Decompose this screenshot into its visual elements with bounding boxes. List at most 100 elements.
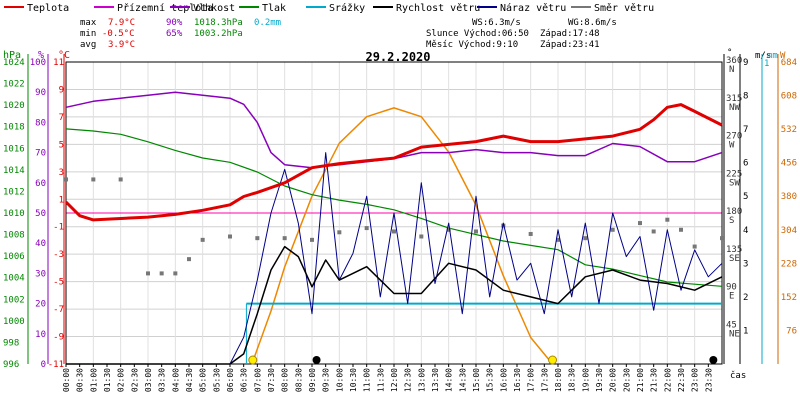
wind-direction-point — [651, 229, 656, 234]
humidity-tick-label: 70 — [35, 149, 46, 159]
wind-direction-point — [282, 236, 287, 241]
wind-direction-point — [679, 227, 683, 232]
rain-axis-top: 1 — [764, 59, 769, 69]
humidity-tick-label: 10 — [35, 330, 46, 340]
time-axis-label: čas — [730, 370, 746, 381]
humidity-tick-label: 100 — [30, 58, 46, 68]
pressure-tick-label: 1014 — [3, 166, 25, 176]
wind-direction-point — [638, 221, 642, 226]
wind-direction-point — [474, 229, 478, 234]
wind-direction-point — [200, 237, 205, 242]
direction-tick-label: 270 — [726, 132, 742, 142]
wind-direction-point — [173, 271, 178, 276]
temperature-tick-label: 1 — [59, 195, 64, 205]
humidity-tick-label: 60 — [35, 179, 46, 189]
solar-tick-label: 608 — [781, 92, 797, 102]
x-tick-label: 07:00 — [253, 368, 262, 392]
direction-compass-label: NW — [729, 103, 740, 113]
legend-naraz-vetru: Náraz větru — [500, 2, 566, 14]
temperature-tick-label: 3 — [59, 168, 64, 178]
pressure-tick-label: 1004 — [3, 274, 25, 284]
direction-tick-label: 45 — [726, 320, 737, 330]
solar-tick-label: 76 — [786, 326, 797, 336]
wind-gust-line — [66, 152, 723, 365]
stats-min-press: 1003.2hPa — [194, 29, 243, 39]
x-tick-label: 04:30 — [185, 368, 194, 392]
x-tick-label: 07:30 — [267, 368, 276, 392]
x-tick-label: 05:00 — [199, 368, 208, 392]
x-tick-label: 00:00 — [62, 368, 71, 392]
x-tick-label: 17:00 — [527, 368, 536, 392]
stats-max-label: max — [80, 18, 97, 28]
wind-tick-label: 5 — [743, 192, 748, 202]
x-tick-label: 10:30 — [349, 368, 358, 392]
wind-tick-label: 1 — [743, 326, 748, 336]
x-tick-label: 14:00 — [445, 368, 454, 392]
x-tick-label: 20:00 — [609, 368, 618, 392]
wind-direction-point — [255, 236, 260, 241]
wind-direction-point — [310, 237, 314, 242]
x-tick-label: 06:30 — [240, 368, 249, 392]
x-tick-label: 15:30 — [486, 368, 495, 392]
solar-tick-label: 380 — [781, 192, 797, 202]
temperature-tick-label: -11 — [48, 360, 64, 370]
stats-min-temp: -0.5°C — [102, 29, 135, 39]
x-tick-label: 03:30 — [158, 368, 167, 392]
wind-direction-point — [146, 271, 150, 276]
x-tick-label: 09:30 — [322, 368, 331, 392]
legend-prizemni-teplota: Přízemní teplota — [117, 2, 213, 14]
legend-rychlost-vetru: Rychlost větru — [396, 2, 480, 14]
wind-direction-point — [228, 234, 232, 239]
solar-tick-label: 684 — [781, 58, 797, 68]
wind-direction-point — [364, 226, 369, 231]
humidity-tick-label: 80 — [35, 118, 46, 128]
pressure-tick-label: 1022 — [3, 80, 25, 90]
wind-direction-point — [610, 227, 615, 232]
solar-tick-label: 304 — [781, 226, 797, 236]
x-tick-label: 18:30 — [568, 368, 577, 392]
x-tick-label: 19:00 — [581, 368, 590, 392]
solar-tick-label: 456 — [781, 159, 797, 169]
x-tick-label: 22:30 — [677, 368, 686, 392]
legend-smer-vetru: Směr větru — [594, 2, 654, 14]
direction-tick-label: 360 — [726, 56, 742, 66]
wind-tick-label: 9 — [743, 58, 748, 68]
x-tick-label: 09:00 — [308, 368, 317, 392]
solar-tick-label: 228 — [781, 259, 797, 269]
stats-block: max 7.9°C 90% 1018.3hPa 0.2mm min -0.5°C… — [80, 18, 617, 50]
direction-axis-unit: ° — [727, 48, 732, 58]
pressure-tick-label: 1012 — [3, 187, 25, 197]
humidity-axis-unit: % — [38, 50, 44, 61]
stats-min-hum: 65% — [166, 29, 183, 39]
direction-compass-label: NE — [729, 329, 740, 339]
wind-speed-line — [66, 245, 723, 365]
pressure-tick-label: 1000 — [3, 317, 25, 327]
pressure-tick-label: 996 — [3, 360, 19, 370]
x-tick-label: 14:30 — [458, 368, 467, 392]
stats-max-press: 1018.3hPa — [194, 18, 243, 28]
direction-compass-label: N — [729, 65, 734, 75]
x-tick-label: 04:00 — [171, 368, 180, 392]
x-tick-label: 18:00 — [554, 368, 563, 392]
wind-direction-point — [556, 237, 560, 242]
wind-direction-point — [665, 217, 670, 222]
x-tick-label: 06:00 — [226, 368, 235, 392]
solar-tick-label: 532 — [781, 125, 797, 135]
humidity-tick-label: 20 — [35, 300, 46, 310]
solar-axis-unit: W — [780, 51, 786, 61]
stats-moon: Měsíc Východ:9:10 — [426, 40, 518, 50]
wind-tick-label: 6 — [743, 159, 748, 169]
pressure-tick-label: 1008 — [3, 231, 25, 241]
x-tick-label: 16:00 — [499, 368, 508, 392]
wind-direction-point — [419, 234, 424, 239]
x-tick-label: 05:30 — [212, 368, 221, 392]
temperature-tick-label: -3 — [53, 250, 64, 260]
humidity-tick-label: 90 — [35, 88, 46, 98]
pressure-line — [65, 128, 723, 287]
sun-marker-icon — [548, 355, 558, 365]
wind-direction-point — [64, 177, 68, 182]
wind-direction-point — [720, 236, 724, 241]
wind-tick-label: 8 — [743, 92, 748, 102]
temperature-line — [64, 103, 723, 222]
stats-avg-temp: 3.9°C — [108, 40, 135, 50]
